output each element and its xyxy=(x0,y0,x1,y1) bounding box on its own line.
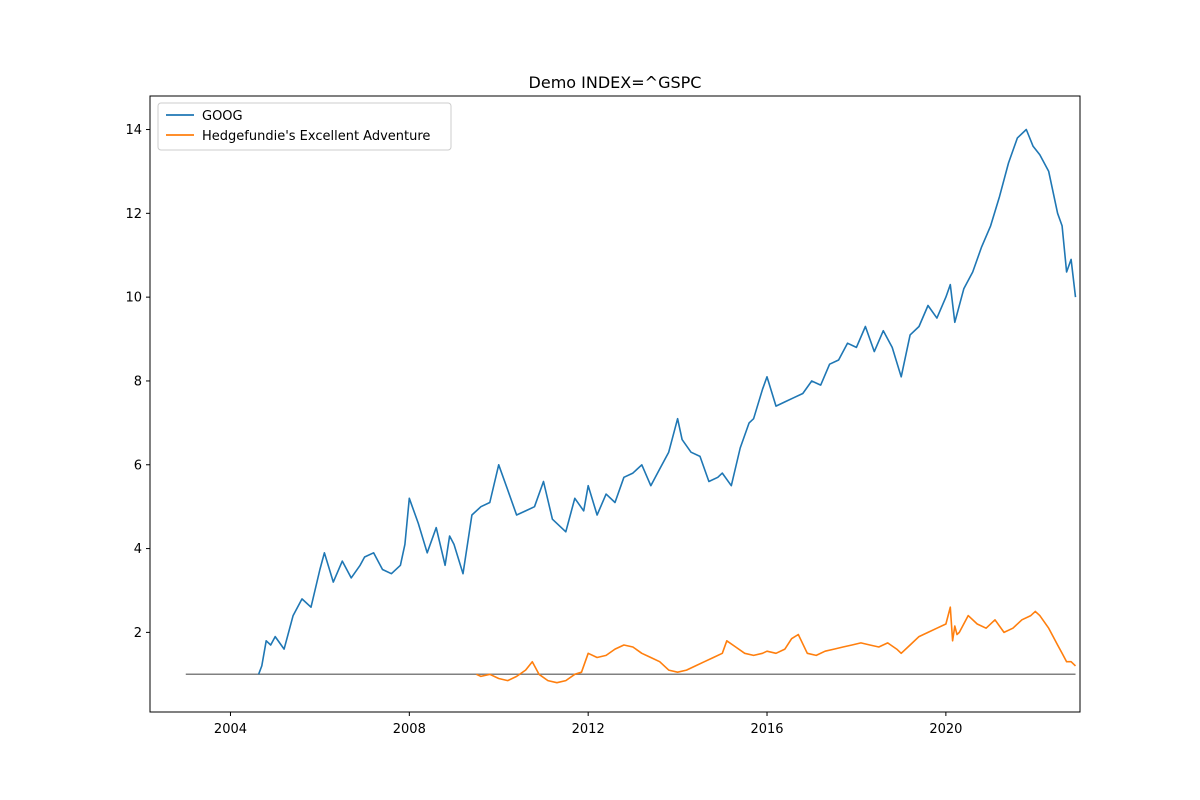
x-tick-label: 2020 xyxy=(929,722,962,737)
x-tick-label: 2012 xyxy=(572,722,605,737)
y-tick-label: 8 xyxy=(134,374,142,389)
y-tick-label: 6 xyxy=(134,458,142,473)
legend-frame xyxy=(157,102,452,151)
y-tick-label: 10 xyxy=(125,291,142,306)
chart-title: Demo INDEX=^GSPC xyxy=(529,73,702,92)
legend-label-0: GOOG xyxy=(202,109,243,124)
series-line-1 xyxy=(476,606,1077,684)
plot-area xyxy=(149,95,1081,713)
x-tick-label: 2008 xyxy=(393,722,426,737)
y-tick-label: 14 xyxy=(125,123,142,138)
series-line-0 xyxy=(257,128,1077,675)
legend: GOOG Hedgefundie's Excellent Adventure xyxy=(157,102,452,151)
axes-frame xyxy=(149,95,1081,713)
y-tick-label: 2 xyxy=(134,626,142,641)
x-tick-label: 2004 xyxy=(214,722,247,737)
axis-ticks: 2004 2008 2012 2016 2020 2 4 6 8 10 12 14 xyxy=(125,123,962,737)
y-tick-label: 12 xyxy=(125,207,142,222)
x-tick-label: 2016 xyxy=(750,722,783,737)
y-tick-label: 4 xyxy=(134,542,142,557)
legend-label-1: Hedgefundie's Excellent Adventure xyxy=(202,129,430,144)
